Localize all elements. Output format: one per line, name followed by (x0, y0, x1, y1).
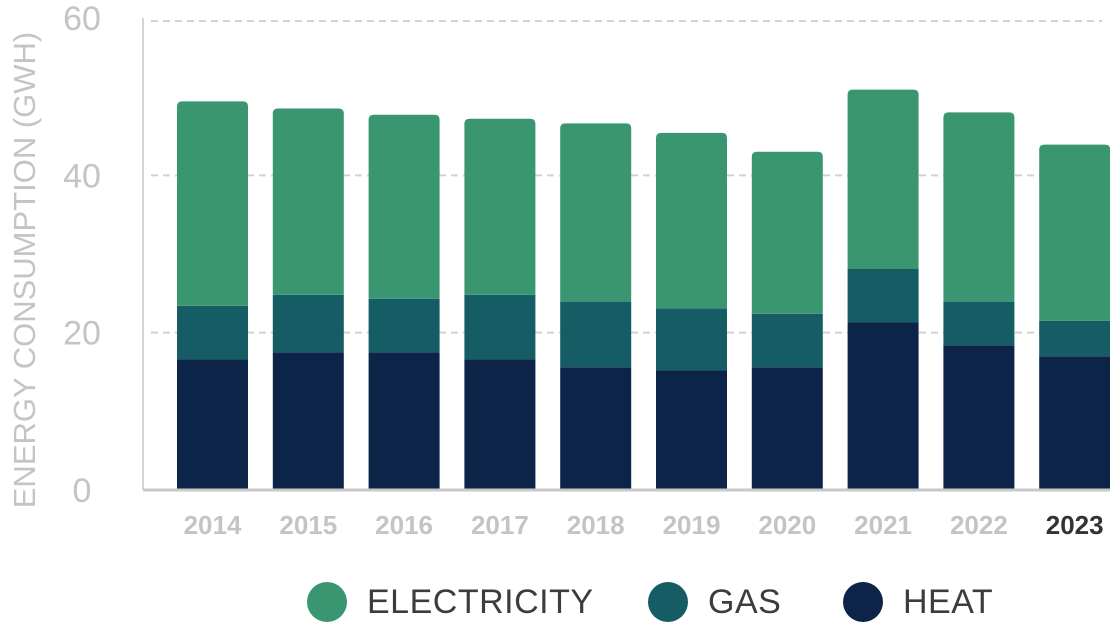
x-tick-label-2017: 2017 (471, 510, 529, 540)
bar-segment-gas-2022 (943, 301, 1015, 346)
bar-segment-gas-2020 (751, 313, 823, 368)
bar-segment-heat-2017 (464, 359, 536, 490)
bar-segment-heat-2016 (368, 352, 440, 490)
x-tick-label-2022: 2022 (950, 510, 1008, 540)
bar-segment-electricity-2021 (847, 89, 919, 269)
x-tick-label-2018: 2018 (567, 510, 625, 540)
y-tick-label: 40 (63, 157, 101, 195)
bar-segment-gas-2014 (177, 305, 248, 360)
y-tick-labels: 0 20 40 60 (63, 0, 101, 510)
bar-2018 (560, 123, 632, 490)
bar-2017 (464, 118, 536, 490)
legend-swatch-gas (648, 582, 688, 622)
bar-segment-heat-2019 (656, 370, 727, 490)
bar-segment-gas-2018 (560, 301, 632, 368)
legend-label-electricity: ELECTRICITY (367, 582, 594, 621)
x-tick-labels: 2014 2015 2016 2017 2018 2019 2020 2021 2022 2023 (184, 510, 1104, 540)
x-tick-label-2016: 2016 (375, 510, 433, 540)
y-tick-label: 0 (73, 472, 92, 510)
bar-segment-heat-2021 (847, 322, 919, 490)
bar-2023 (1039, 144, 1110, 490)
legend-item-heat: HEAT (843, 582, 993, 622)
bar-segment-gas-2016 (368, 298, 440, 353)
bar-segment-gas-2023 (1039, 320, 1110, 357)
bar-segment-electricity-2016 (368, 114, 440, 299)
bar-2022 (943, 112, 1015, 490)
x-tick-label-2015: 2015 (279, 510, 337, 540)
bar-segment-gas-2021 (847, 268, 919, 323)
bar-segment-heat-2022 (943, 345, 1015, 490)
bars (177, 89, 1110, 490)
y-axis-label: ENERGY CONSUMPTION (GWH) (7, 32, 42, 509)
bar-segment-electricity-2015 (272, 108, 344, 295)
bar-2019 (656, 132, 727, 490)
legend-swatch-heat (843, 582, 883, 622)
bar-2014 (177, 101, 248, 490)
bar-segment-electricity-2023 (1039, 144, 1110, 321)
bar-segment-electricity-2022 (943, 112, 1015, 302)
bar-2015 (272, 108, 344, 490)
bar-2016 (368, 114, 440, 490)
x-tick-label-2023: 2023 (1046, 510, 1104, 540)
legend: ELECTRICITY GAS HEAT (0, 582, 1110, 628)
bar-segment-gas-2015 (272, 294, 344, 353)
x-tick-label-2019: 2019 (663, 510, 721, 540)
y-tick-label: 20 (63, 315, 101, 353)
x-tick-label-2020: 2020 (758, 510, 816, 540)
bar-segment-electricity-2018 (560, 123, 632, 302)
bar-segment-electricity-2020 (751, 151, 823, 314)
legend-item-electricity: ELECTRICITY (307, 582, 594, 622)
legend-label-gas: GAS (708, 582, 782, 621)
x-tick-label-2021: 2021 (854, 510, 912, 540)
bar-segment-gas-2019 (656, 308, 727, 371)
bar-segment-heat-2015 (272, 352, 344, 490)
bar-2021 (847, 89, 919, 490)
legend-item-gas: GAS (648, 582, 781, 622)
bar-segment-heat-2014 (177, 359, 248, 490)
bar-segment-heat-2018 (560, 367, 632, 490)
bar-segment-gas-2017 (464, 294, 536, 360)
x-tick-label-2014: 2014 (184, 510, 242, 540)
bar-segment-electricity-2019 (656, 132, 727, 309)
legend-label-heat: HEAT (903, 582, 994, 621)
stacked-bar-chart: 0 20 40 60 2014 2015 2016 2017 2018 2019 2020 2021… (7, 0, 1110, 540)
legend-swatch-electricity (307, 582, 347, 622)
bar-2020 (751, 151, 823, 490)
bar-segment-heat-2023 (1039, 356, 1110, 490)
y-tick-label: 60 (63, 0, 101, 38)
bar-segment-electricity-2014 (177, 101, 248, 306)
bar-segment-heat-2020 (751, 367, 823, 490)
bar-segment-electricity-2017 (464, 118, 536, 295)
